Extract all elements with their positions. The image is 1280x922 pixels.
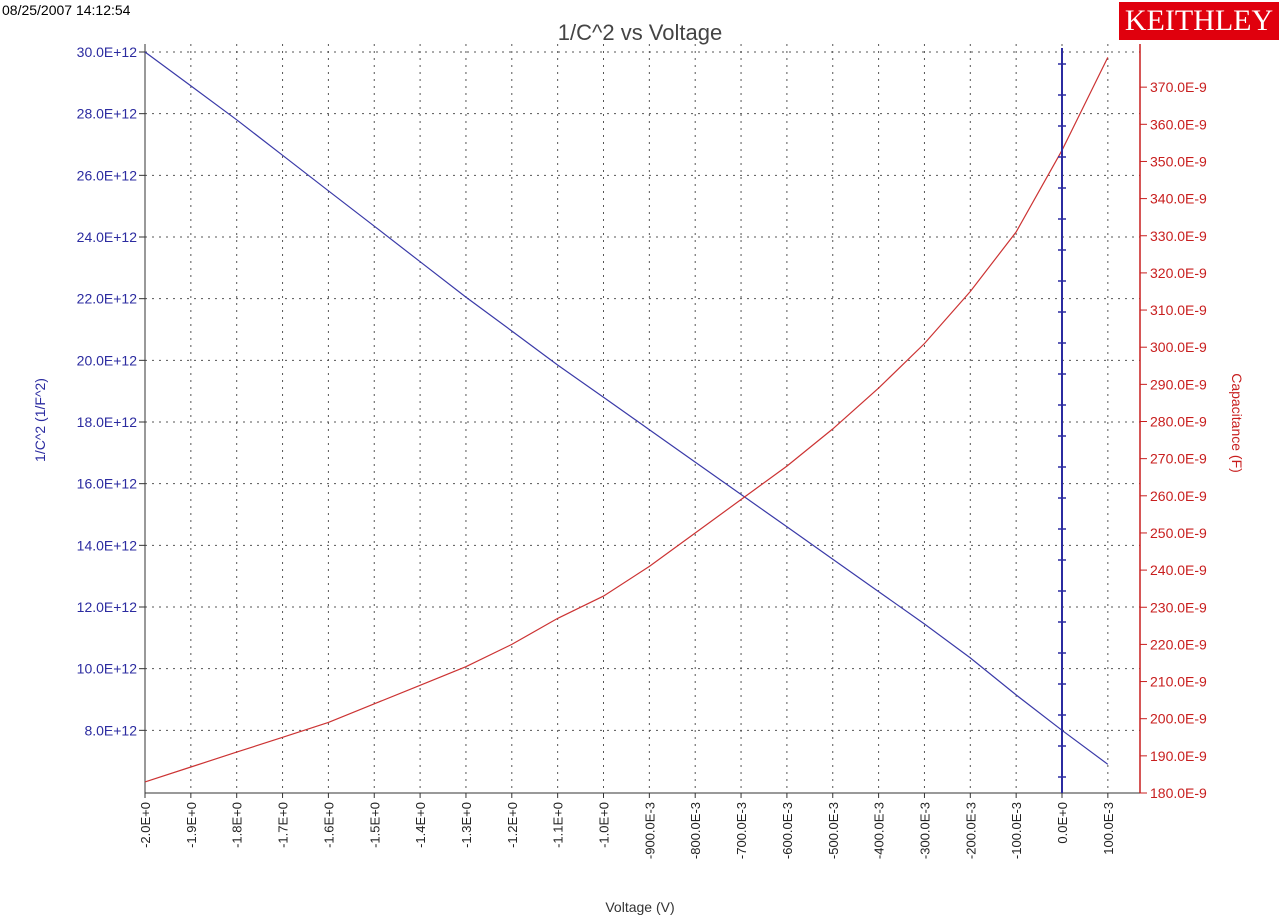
y-left-tick-label: 12.0E+12 (77, 599, 138, 615)
y-right-tick-label: 360.0E-9 (1150, 116, 1207, 132)
y-left-tick-label: 18.0E+12 (77, 414, 138, 430)
x-axis-label: Voltage (V) (605, 899, 674, 915)
y-right-tick-label: 320.0E-9 (1150, 265, 1207, 281)
y-right-tick-label: 240.0E-9 (1150, 562, 1207, 578)
x-tick-label: -1.6E+0 (321, 802, 336, 848)
y-right-tick-label: 290.0E-9 (1150, 376, 1207, 392)
y-right-tick-label: 310.0E-9 (1150, 302, 1207, 318)
x-tick-label: -1.0E+0 (597, 802, 612, 848)
y-right-tick-labels: 180.0E-9 190.0E-9 200.0E-9 210.0E-9 220.0E-9… (1140, 79, 1207, 801)
x-tick-label: 100.0E-3 (1101, 802, 1116, 855)
y-right-tick-label: 300.0E-9 (1150, 339, 1207, 355)
y-left-tick-labels: 8.0E+12 10.0E+12 12.0E+12 14.0E+12 16.0E+12 1… (77, 44, 145, 738)
y-right-tick-label: 280.0E-9 (1150, 414, 1207, 430)
y-left-tick-label: 30.0E+12 (77, 44, 138, 60)
x-tick-label: -200.0E-3 (963, 802, 978, 859)
y-left-tick-label: 24.0E+12 (77, 229, 138, 245)
y-right-axis-label: Capacitance (F) (1229, 373, 1245, 473)
y-right-tick-label: 230.0E-9 (1150, 599, 1207, 615)
series (144, 48, 1109, 793)
y-left-tick-label: 8.0E+12 (84, 722, 137, 738)
y-right-tick-label: 270.0E-9 (1150, 451, 1207, 467)
y-right-tick-label: 250.0E-9 (1150, 525, 1207, 541)
y-right-tick-label: 220.0E-9 (1150, 636, 1207, 652)
x-tick-label: -800.0E-3 (688, 802, 703, 859)
y-left-tick-label: 28.0E+12 (77, 106, 138, 122)
y-right-tick-label: 190.0E-9 (1150, 748, 1207, 764)
y-left-tick-label: 16.0E+12 (77, 476, 138, 492)
y-right-tick-label: 260.0E-9 (1150, 488, 1207, 504)
series-line-capacitance (144, 57, 1109, 783)
x-tick-label: -1.9E+0 (184, 802, 199, 848)
y-right-tick-label: 330.0E-9 (1150, 228, 1207, 244)
x-tick-label: -700.0E-3 (734, 802, 749, 859)
y-right-tick-label: 200.0E-9 (1150, 711, 1207, 727)
chart-title: 1/C^2 vs Voltage (558, 20, 722, 45)
timestamp: 08/25/2007 14:12:54 (2, 2, 131, 18)
x-tick-label: -1.3E+0 (459, 802, 474, 848)
x-tick-label: -500.0E-3 (826, 802, 841, 859)
x-tick-label: -400.0E-3 (872, 802, 887, 859)
series-line-inverse-c-squared (144, 51, 1109, 765)
x-tick-label: -1.8E+0 (230, 802, 245, 848)
x-tick-label: -1.7E+0 (276, 802, 291, 848)
y-right-tick-label: 340.0E-9 (1150, 191, 1207, 207)
y-left-tick-label: 26.0E+12 (77, 167, 138, 183)
y-left-tick-label: 14.0E+12 (77, 537, 138, 553)
keithley-logo: KEITHLEY (1119, 2, 1279, 40)
grid (144, 44, 1140, 793)
x-tick-label: -2.0E+0 (138, 802, 153, 848)
y-right-tick-label: 210.0E-9 (1150, 674, 1207, 690)
y-right-tick-label: 370.0E-9 (1150, 79, 1207, 95)
y-right-tick-label: 350.0E-9 (1150, 153, 1207, 169)
y-left-tick-label: 22.0E+12 (77, 291, 138, 307)
y-left-tick-label: 20.0E+12 (77, 352, 138, 368)
axes (144, 44, 1141, 794)
x-tick-label: -1.5E+0 (367, 802, 382, 848)
x-tick-label: -1.2E+0 (505, 802, 520, 848)
x-tick-label: -300.0E-3 (917, 802, 932, 859)
x-tick-label: -900.0E-3 (642, 802, 657, 859)
x-tick-label: -600.0E-3 (780, 802, 795, 859)
x-tick-label: -100.0E-3 (1009, 802, 1024, 859)
x-tick-label: 0.0E+0 (1055, 802, 1070, 844)
x-tick-labels: -2.0E+0 -1.9E+0 -1.8E+0 -1.7E+0 -1.6E+0 -1.5E… (138, 793, 1116, 859)
x-tick-label: -1.1E+0 (551, 802, 566, 848)
y-left-axis-label: 1/C^2 (1/F^2) (32, 378, 48, 462)
y-right-tick-label: 180.0E-9 (1150, 785, 1207, 801)
y-left-tick-label: 10.0E+12 (77, 661, 138, 677)
x-tick-label: -1.4E+0 (413, 802, 428, 848)
